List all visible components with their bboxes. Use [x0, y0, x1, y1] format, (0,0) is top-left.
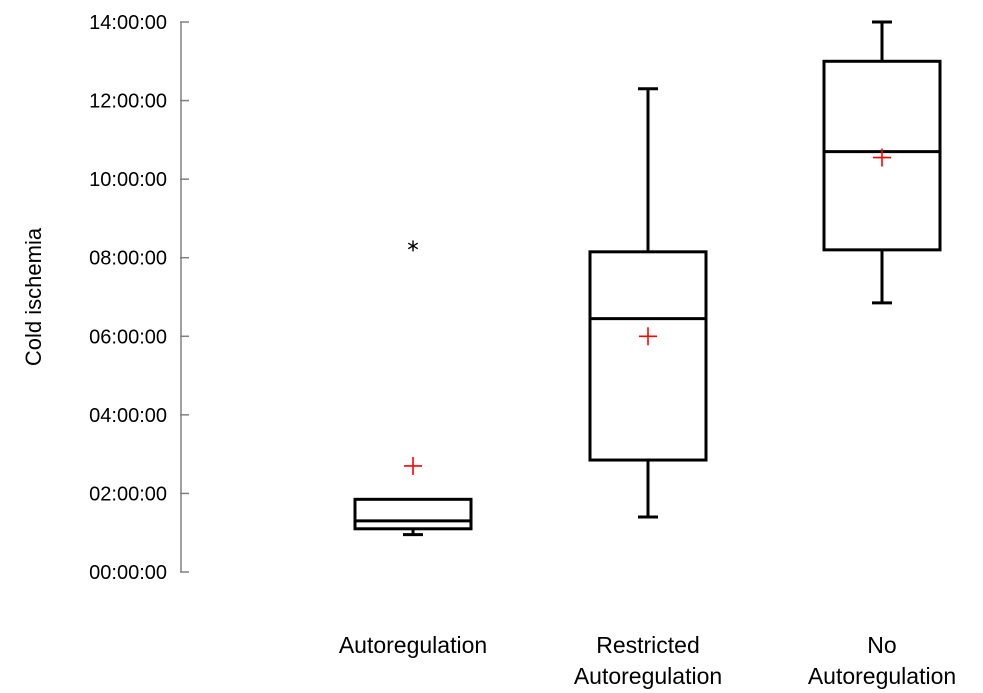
- y-tick-label: 06:00:00: [89, 326, 167, 348]
- outlier-marker: [407, 240, 419, 252]
- y-tick-label: 08:00:00: [89, 248, 167, 270]
- y-tick-label: 12:00:00: [89, 91, 167, 113]
- mean-marker: [873, 148, 891, 167]
- x-category-label: Autoregulation: [339, 632, 487, 658]
- y-axis-title: Cold ischemia: [21, 227, 46, 366]
- mean-marker: [639, 327, 657, 346]
- box-iqr: [353, 497, 473, 531]
- mean-marker: [404, 456, 422, 475]
- x-category-label: Restricted: [596, 632, 700, 658]
- box-iqr: [822, 59, 942, 252]
- x-category-label: Autoregulation: [574, 663, 722, 689]
- y-tick-label: 10:00:00: [89, 169, 167, 191]
- y-tick-label: 04:00:00: [89, 405, 167, 427]
- y-tick-label: 02:00:00: [89, 483, 167, 505]
- y-tick-label: 14:00:00: [89, 12, 167, 34]
- x-category-label: Autoregulation: [808, 663, 956, 689]
- x-category-label: No: [867, 632, 896, 658]
- box-iqr: [588, 250, 708, 462]
- y-tick-label: 00:00:00: [89, 562, 167, 584]
